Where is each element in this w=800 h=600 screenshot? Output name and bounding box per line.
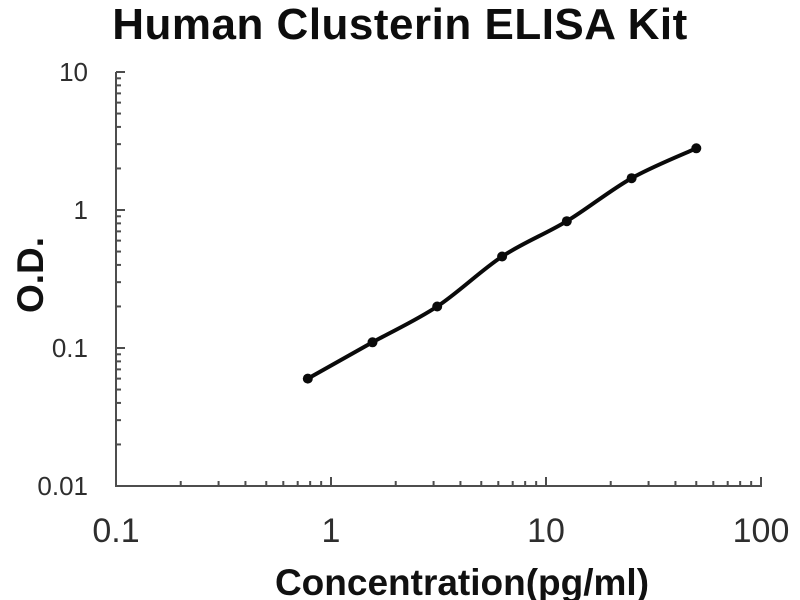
chart-title: Human Clusterin ELISA Kit: [112, 0, 688, 49]
y-tick-label: 0.01: [37, 471, 88, 501]
curve-path: [305, 146, 699, 381]
x-tick-label: 10: [527, 512, 565, 550]
y-tick-label: 1: [74, 195, 88, 225]
data-point: [626, 173, 637, 184]
x-tick-label: 0.1: [92, 512, 139, 550]
y-axis-title: O.D.: [10, 237, 51, 313]
y-tick-label: 10: [59, 57, 88, 87]
x-axis-title: Concentration(pg/ml): [275, 562, 649, 600]
x-tick-label: 100: [733, 512, 790, 550]
data-point: [432, 301, 443, 312]
data-point: [497, 251, 508, 262]
data-point: [302, 373, 313, 384]
data-point: [691, 143, 702, 154]
x-tick-label: 1: [322, 512, 341, 550]
data-point: [367, 337, 378, 348]
y-tick-label: 0.1: [52, 333, 88, 363]
data-point: [561, 216, 572, 227]
